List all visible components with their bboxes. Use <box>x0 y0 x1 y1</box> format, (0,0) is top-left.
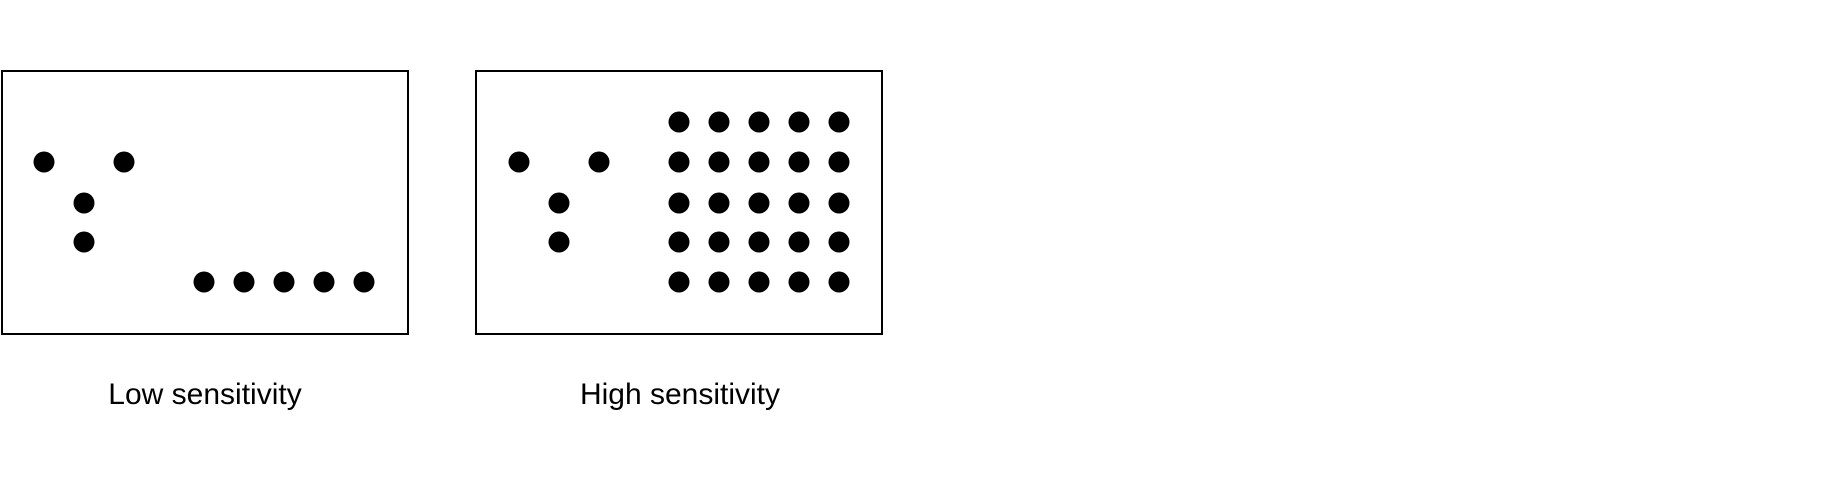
dot <box>548 231 570 253</box>
dot <box>508 151 530 173</box>
dot <box>748 111 770 133</box>
dot <box>353 271 375 293</box>
panel-label: Low sensitivity <box>108 378 301 411</box>
dot <box>193 271 215 293</box>
dot <box>788 192 810 214</box>
dot <box>708 231 730 253</box>
dot-group <box>508 111 850 293</box>
dot <box>828 111 850 133</box>
panel-frame <box>1 70 409 335</box>
dot <box>33 151 55 173</box>
dot <box>828 192 850 214</box>
dot <box>748 231 770 253</box>
dot <box>708 151 730 173</box>
dot <box>668 111 690 133</box>
dot <box>788 111 810 133</box>
dot <box>828 151 850 173</box>
dot <box>708 271 730 293</box>
dot <box>313 271 335 293</box>
dot <box>73 192 95 214</box>
panel-frame <box>475 70 883 335</box>
panel-label: High sensitivity <box>580 378 780 411</box>
dot <box>668 151 690 173</box>
dot <box>748 271 770 293</box>
dot <box>233 271 255 293</box>
dot <box>788 151 810 173</box>
dot <box>668 192 690 214</box>
dot <box>548 192 570 214</box>
dot <box>668 271 690 293</box>
dot <box>588 151 610 173</box>
dot <box>828 271 850 293</box>
dot <box>668 231 690 253</box>
dot <box>273 271 295 293</box>
dot <box>113 151 135 173</box>
dot <box>73 231 95 253</box>
dot <box>748 151 770 173</box>
dot <box>748 192 770 214</box>
dot <box>828 231 850 253</box>
dot <box>788 271 810 293</box>
dot <box>708 111 730 133</box>
dot-group <box>33 151 375 293</box>
panel-high-sensitivity: High sensitivity <box>475 70 883 411</box>
dot <box>708 192 730 214</box>
dot <box>788 231 810 253</box>
panel-low-sensitivity: Low sensitivity <box>1 70 409 411</box>
